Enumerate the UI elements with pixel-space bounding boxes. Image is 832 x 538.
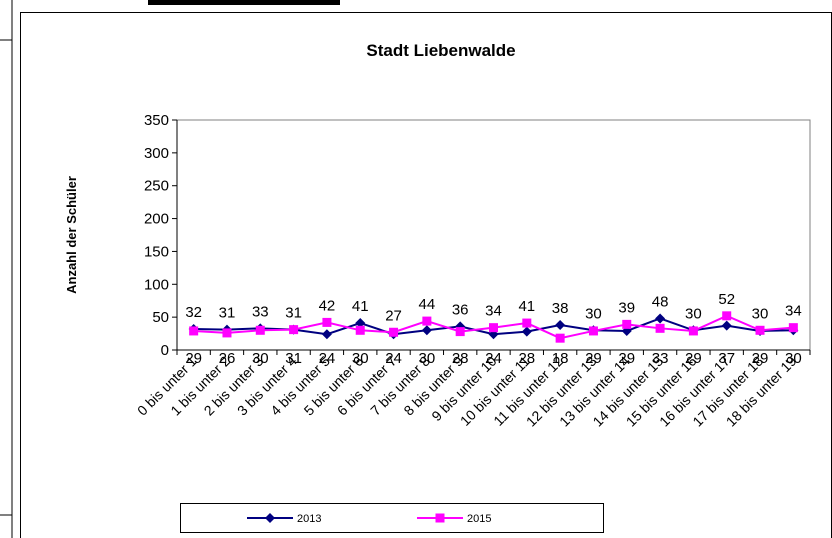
data-label: 29 [185,350,202,367]
data-label: 34 [485,303,502,320]
data-point [355,318,366,329]
data-point [489,323,498,333]
data-label: 37 [718,350,735,367]
data-point [655,313,666,324]
y-tick-label: 150 [144,243,169,260]
y-tick-label: 350 [144,112,169,129]
data-label: 18 [552,350,569,367]
data-point [521,326,532,337]
data-label: 27 [385,307,402,324]
data-label: 31 [285,350,302,367]
y-tick-label: 200 [144,211,169,228]
data-label: 52 [718,291,735,308]
legend-label: 2013 [297,513,321,525]
data-point [321,329,332,340]
data-label: 31 [219,305,236,322]
data-point [322,317,332,327]
data-label: 30 [685,305,702,322]
data-point [421,325,432,336]
data-label: 30 [785,350,802,367]
data-label: 29 [585,350,602,367]
y-tick-label: 250 [144,178,169,195]
data-point [788,323,798,333]
data-label: 31 [285,305,302,322]
data-point [555,333,565,343]
chart-title: Stadt Liebenwalde [366,41,515,60]
data-point [355,325,365,335]
data-point [289,325,299,335]
legend-marker [265,513,275,523]
y-tick-label: 300 [144,145,169,162]
data-point [422,316,432,326]
data-label: 48 [652,293,669,310]
legend-marker [435,513,445,523]
data-label: 30 [352,350,369,367]
data-label: 44 [419,296,436,313]
y-tick-label: 100 [144,276,169,293]
data-label: 36 [452,301,469,318]
legend [180,503,604,533]
data-label: 24 [385,350,402,367]
data-point [622,319,632,329]
data-point [755,325,765,335]
data-point [522,318,532,328]
plot-area [176,119,811,351]
data-point [655,323,665,333]
data-label: 41 [352,298,369,315]
y-tick-label: 50 [152,309,169,326]
data-label: 42 [319,297,336,314]
legend-label: 2015 [467,513,491,525]
data-label: 29 [752,350,769,367]
data-label: 38 [552,300,569,317]
data-label: 30 [752,305,769,322]
data-label: 32 [185,304,202,321]
data-point [555,320,566,331]
y-tick-label: 0 [161,342,169,359]
top-bar [148,0,340,5]
y-axis-label: Anzahl der Schüler [64,176,79,294]
data-label: 30 [419,350,436,367]
data-point [455,327,465,337]
data-label: 41 [518,298,535,315]
data-label: 34 [785,303,802,320]
data-point [688,326,698,336]
data-label: 30 [585,305,602,322]
data-label: 28 [452,350,469,367]
data-point [255,325,265,335]
data-point [588,326,598,336]
data-point [721,320,732,331]
data-point [189,326,199,336]
data-label: 28 [518,350,535,367]
data-label: 33 [652,350,669,367]
data-label: 26 [219,350,236,367]
data-label: 30 [252,350,269,367]
data-label: 24 [319,350,336,367]
data-point [222,328,232,338]
data-label: 29 [618,350,635,367]
data-point [722,311,732,321]
data-label: 33 [252,303,269,320]
data-label: 24 [485,350,502,367]
data-point [389,327,399,337]
data-label: 39 [618,299,635,316]
data-label: 29 [685,350,702,367]
